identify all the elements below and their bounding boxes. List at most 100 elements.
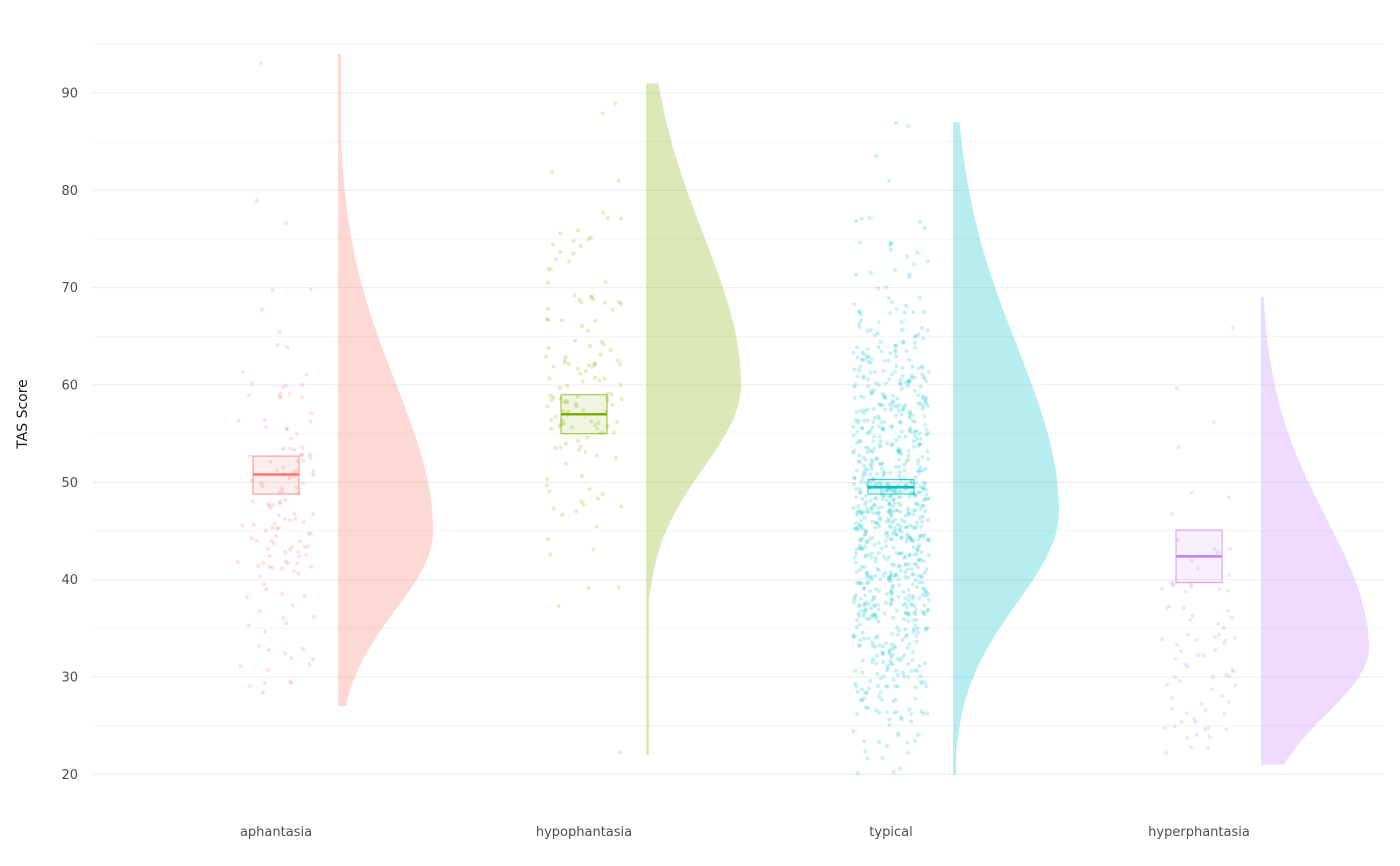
data-point [864,690,869,695]
data-point [306,544,310,549]
data-point [563,441,568,446]
data-point [871,594,876,599]
data-point [236,560,240,565]
data-point [265,668,270,673]
data-point [860,698,864,703]
data-point [922,414,927,419]
data-point [901,603,906,608]
data-point [910,572,915,577]
data-point [889,493,894,498]
data-point [874,616,879,621]
data-point [609,392,614,397]
data-point [868,328,873,333]
data-point [907,429,912,434]
data-point [897,658,902,663]
data-point [903,634,908,639]
data-point [558,231,563,236]
data-point [875,472,880,477]
y-tick-label: 80 [61,184,78,199]
data-point [912,419,917,424]
data-point [872,496,877,501]
data-point [302,594,307,599]
data-point [617,585,621,590]
data-point [551,395,556,400]
data-point [902,617,907,622]
data-point [572,293,577,298]
data-point [544,483,549,488]
y-tick-label: 90 [61,86,78,101]
data-point [919,550,924,555]
data-point [256,563,261,568]
data-point [856,527,861,532]
data-point [889,525,894,530]
data-point [894,354,899,359]
data-point [862,515,867,520]
data-point [857,522,862,527]
data-point [278,395,283,400]
data-point [302,544,307,549]
data-point [870,660,875,665]
data-point [916,573,921,578]
data-point [284,426,289,431]
data-point [869,506,874,511]
data-point [893,526,898,531]
data-point [897,564,902,569]
data-point [922,309,926,314]
data-point [894,364,899,368]
data-point [852,555,857,560]
data-point [1220,694,1225,698]
data-point [246,393,251,398]
data-point [565,400,570,405]
data-point [903,610,908,614]
data-point [890,562,895,567]
data-point [911,572,916,577]
data-point [585,435,590,440]
data-point [1164,751,1169,755]
data-point [863,458,868,462]
data-point [888,351,893,356]
data-point [283,498,288,502]
data-point [896,451,901,456]
data-point [923,593,928,598]
data-point [280,488,285,493]
data-point [920,455,925,459]
data-point [553,257,558,262]
data-point [880,402,885,407]
data-point [916,401,921,406]
data-point [912,610,917,615]
data-point [907,379,911,384]
data-point [301,646,305,651]
data-point [1205,746,1210,751]
data-point [246,623,251,628]
data-point [304,372,309,377]
data-point [1167,604,1172,609]
data-point [853,682,858,686]
data-point [308,531,313,536]
data-point [866,602,871,607]
data-point [1181,606,1186,611]
data-point [312,614,316,619]
data-point [618,362,622,367]
data-point [547,376,552,381]
data-point [888,402,892,407]
data-point [854,410,859,415]
data-point [550,170,555,175]
data-point [284,621,289,626]
data-point [907,272,912,277]
data-point [921,534,925,539]
data-point [922,661,927,666]
data-point [927,538,931,543]
data-point [853,382,858,387]
data-point [301,458,306,463]
data-point [563,358,568,363]
data-point [869,574,874,579]
data-point [862,408,867,413]
data-point [899,530,904,535]
data-point [562,360,567,365]
data-point [897,470,902,474]
data-point [911,545,916,550]
data-point [873,153,878,158]
data-point [295,561,300,566]
data-point [577,297,582,302]
data-point [851,450,856,455]
